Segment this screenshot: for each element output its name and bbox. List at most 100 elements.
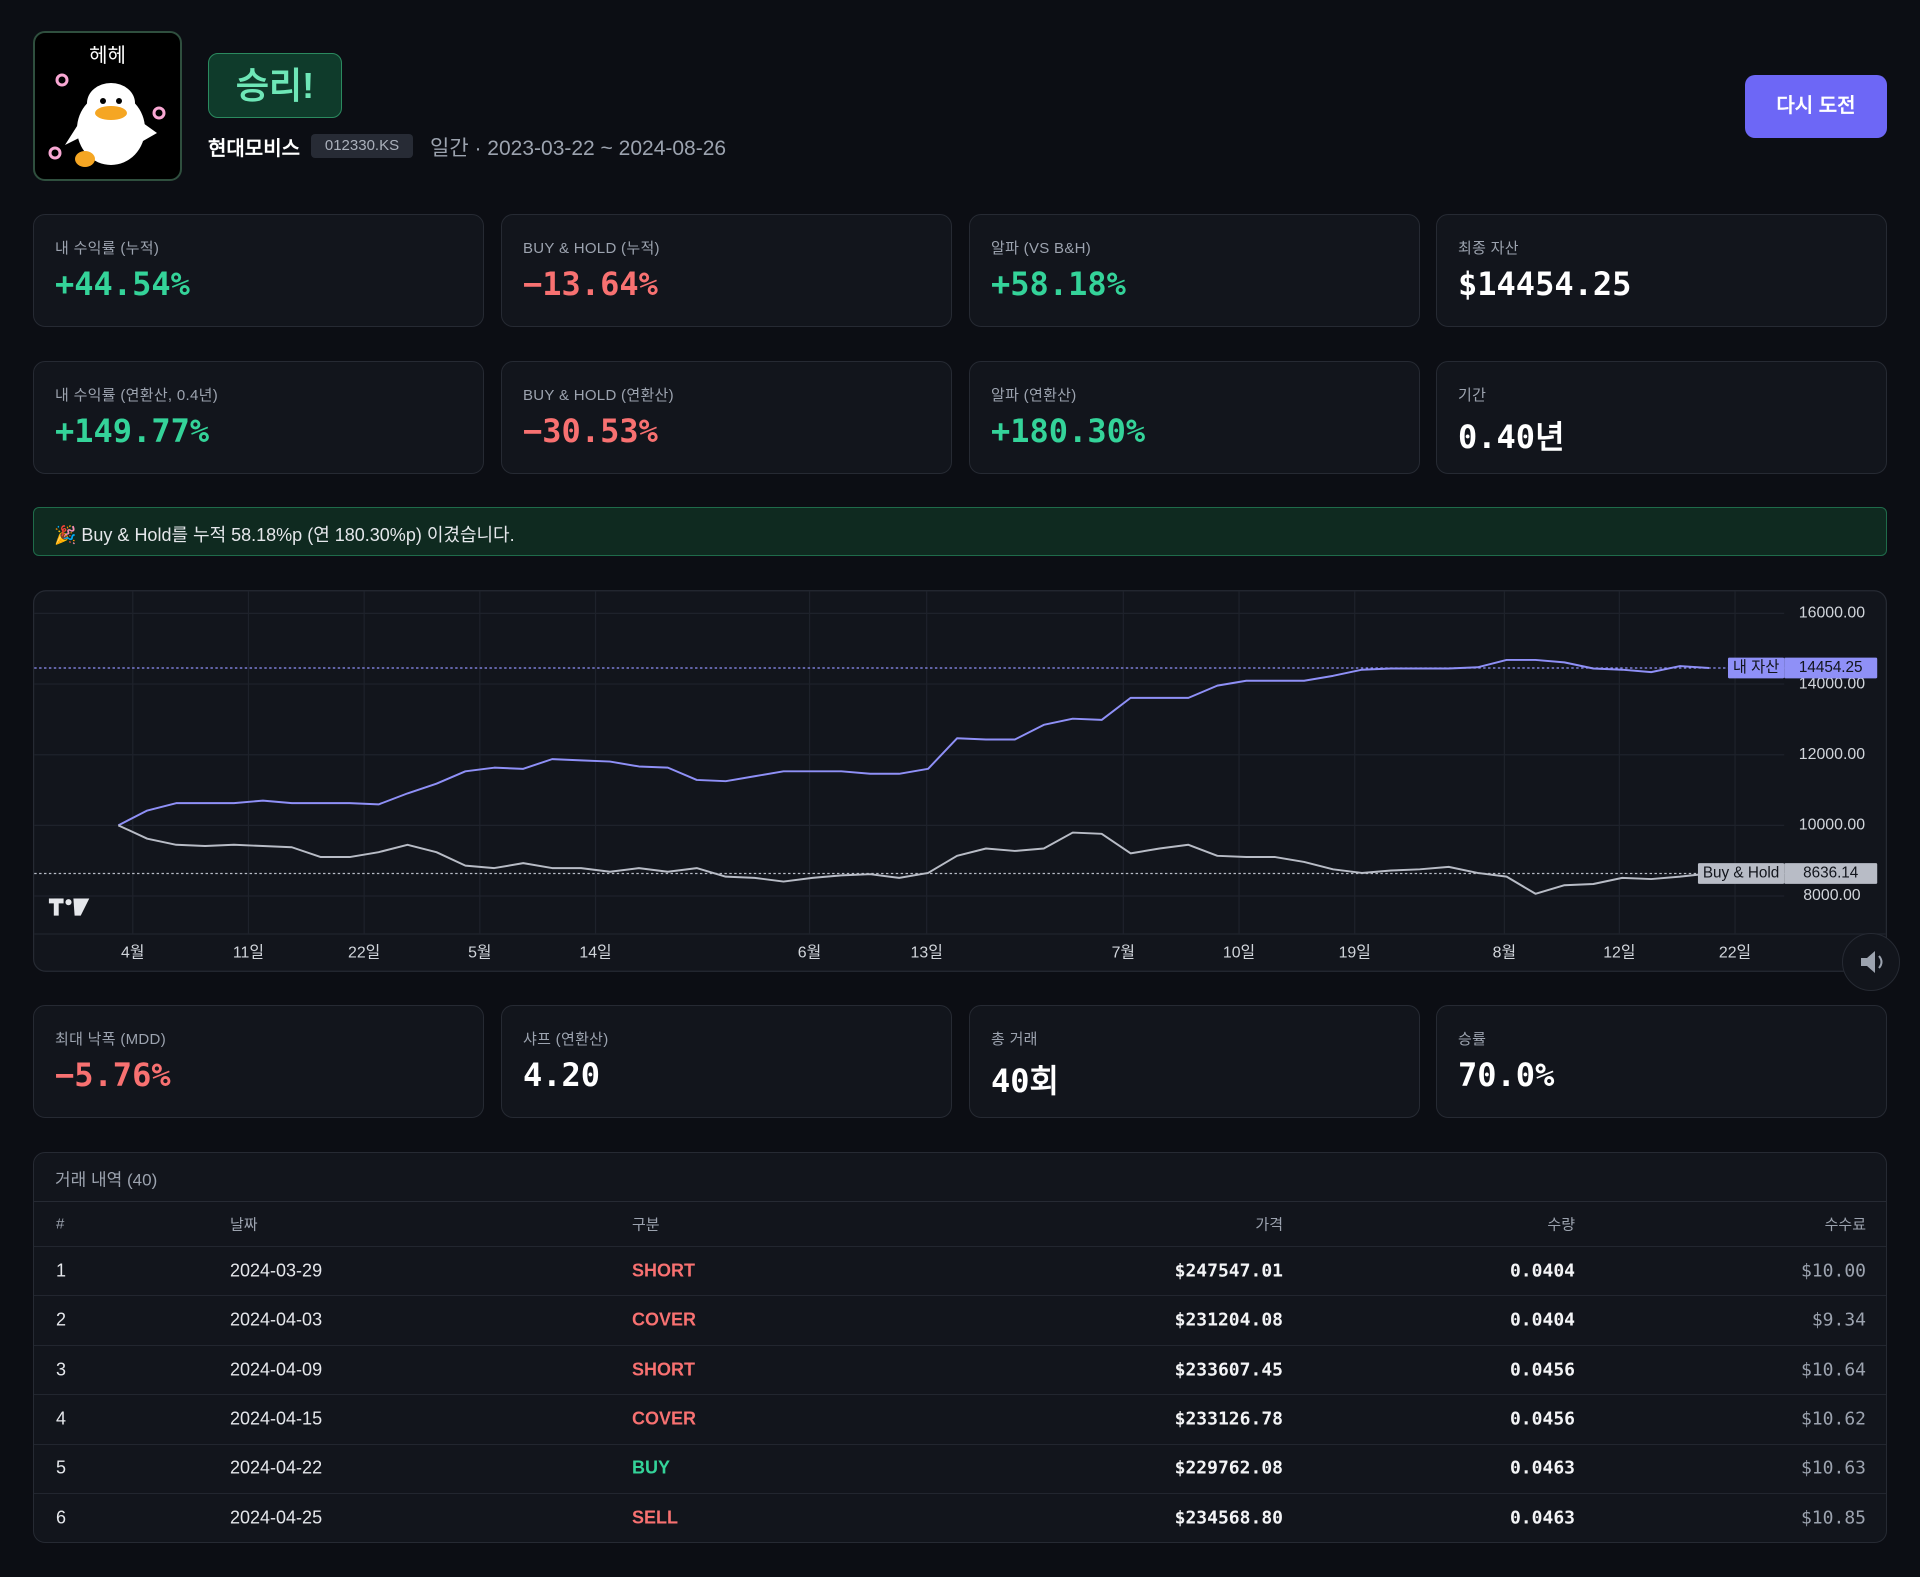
stat-value: +58.18%: [991, 265, 1126, 303]
table-cell: $10.85: [1800, 1507, 1866, 1529]
table-cell: 4: [56, 1408, 67, 1429]
table-cell: $9.34: [1811, 1309, 1866, 1331]
last-value-label: 14454.25: [1799, 659, 1863, 676]
stat-label: 최종 자산: [1458, 240, 1519, 257]
x-tick-label: 11일: [233, 944, 264, 962]
table-cell: 2024-04-22: [230, 1457, 323, 1478]
column-header: #: [56, 1215, 65, 1233]
stat-card: BUY & HOLD (누적) −13.64%: [501, 214, 952, 327]
stat-label: 알파 (연환산): [991, 387, 1077, 404]
stat-value: 4.20: [523, 1056, 601, 1094]
stat-value: 40회: [991, 1062, 1059, 1100]
table-cell: 0.0456: [1509, 1408, 1575, 1430]
stat-value: $14454.25: [1458, 265, 1632, 303]
avatar: 헤헤: [33, 31, 182, 181]
x-tick-label: 4월: [121, 944, 144, 962]
stat-label: BUY & HOLD (누적): [523, 240, 660, 257]
stat-label: 내 수익률 (연환산, 0.4년): [55, 387, 219, 404]
table-cell: SELL: [632, 1507, 679, 1528]
stat-value: +180.30%: [991, 412, 1146, 450]
table-cell: 0.0456: [1509, 1359, 1575, 1380]
stat-value: +149.77%: [55, 412, 210, 450]
series-name-box: [1727, 657, 1785, 679]
x-tick-label: 14일: [579, 944, 611, 962]
table-cell: COVER: [632, 1408, 697, 1429]
x-tick-label: 10일: [1223, 944, 1255, 962]
column-header: 가격: [1255, 1216, 1283, 1234]
table-cell: 2: [56, 1309, 67, 1330]
stock-name: 현대모비스: [208, 138, 300, 160]
column-header: 구분: [632, 1216, 660, 1234]
y-tick-label: 14000.00: [1799, 675, 1865, 692]
stat-card: 총 거래 40회: [969, 1005, 1420, 1118]
series-name: Buy & Hold: [1703, 865, 1779, 882]
stat-card: 알파 (연환산) +180.30%: [969, 361, 1420, 474]
table-cell: $10.00: [1800, 1260, 1866, 1282]
x-tick-label: 22일: [1719, 944, 1751, 962]
table-cell: $10.63: [1800, 1457, 1866, 1479]
table-cell: $10.62: [1800, 1408, 1866, 1430]
table-cell: BUY: [632, 1457, 671, 1478]
table-cell: 2024-04-15: [230, 1408, 323, 1429]
table-cell: 2024-04-25: [230, 1507, 323, 1528]
series-name-box: [1697, 863, 1785, 884]
y-tick-label: 10000.00: [1799, 817, 1865, 834]
stat-card: 샤프 (연환산) 4.20: [501, 1005, 952, 1118]
sound-icon: [1861, 951, 1883, 973]
retry-button[interactable]: 다시 도전: [1745, 75, 1887, 138]
table-cell: SHORT: [632, 1359, 695, 1379]
stat-label: 승률: [1458, 1031, 1487, 1048]
y-tick-label: 8000.00: [1803, 887, 1861, 904]
table-cell: 1: [56, 1260, 67, 1281]
stat-label: 샤프 (연환산): [523, 1031, 609, 1048]
trade-table: 거래 내역 (40) # 날짜 구분 가격 수량 수수료 1 2024-03-29 SHORT $2…: [33, 1152, 1887, 1543]
table-cell: COVER: [632, 1309, 697, 1330]
stat-label: 기간: [1458, 387, 1487, 404]
stat-label: 최대 낙폭 (MDD): [55, 1031, 166, 1048]
stat-card: 내 수익률 (연환산, 0.4년) +149.77%: [33, 361, 484, 474]
stat-card: BUY & HOLD (연환산) −30.53%: [501, 361, 952, 474]
stat-value: −13.64%: [523, 265, 658, 303]
x-tick-label: 6월: [798, 944, 821, 962]
chart: 4월 11일 22일 5월 14일 6월 13일 7월 10일 19일 8월 12일 22일 8000.0…: [33, 590, 1887, 972]
column-header: 수수료: [1824, 1216, 1866, 1234]
last-value-box: [1784, 863, 1878, 884]
table-cell: 5: [56, 1457, 67, 1478]
row-divider: [34, 1344, 1886, 1346]
table-title: 거래 내역 (40): [55, 1170, 158, 1190]
stat-label: 내 수익률 (누적): [55, 240, 160, 257]
stat-card: 최대 낙폭 (MDD) −5.76%: [33, 1005, 484, 1118]
y-tick-label: 16000.00: [1799, 605, 1865, 622]
y-tick-label: 12000.00: [1799, 746, 1865, 763]
tv-logo: [48, 898, 90, 916]
banner-text: 🎉 Buy & Hold를 누적 58.18%p (연 180.30%p) 이겼…: [54, 525, 515, 545]
avatar-art: [48, 73, 166, 167]
table-cell: 2024-04-09: [230, 1359, 323, 1379]
table-cell: 0.0463: [1509, 1457, 1575, 1479]
stat-value: 0.40년: [1458, 418, 1565, 456]
x-tick-label: 12일: [1603, 944, 1635, 962]
table-cell: 6: [56, 1507, 67, 1528]
x-tick-label: 13일: [911, 944, 943, 962]
result-badge: 승리!: [208, 53, 342, 118]
table-cell: 3: [56, 1359, 67, 1379]
column-header: 수량: [1547, 1216, 1575, 1234]
stat-value: +44.54%: [55, 265, 190, 303]
table-cell: $229762.08: [1174, 1457, 1283, 1479]
row-divider: [34, 1443, 1886, 1445]
series-line: [117, 658, 1710, 827]
x-tick-label: 7월: [1112, 944, 1135, 962]
sound-button[interactable]: [1842, 933, 1900, 991]
stat-label: 알파 (VS B&H): [991, 240, 1092, 257]
row-divider: [34, 1246, 1886, 1247]
stat-label: 총 거래: [991, 1031, 1038, 1048]
table-cell: $234568.80: [1174, 1507, 1283, 1529]
last-value-box: [1784, 657, 1878, 679]
stat-value: −30.53%: [523, 412, 658, 450]
series-line: [117, 824, 1710, 895]
ticker: 012330.KS: [311, 134, 413, 158]
table-cell: $247547.01: [1174, 1260, 1283, 1282]
last-value-label: 8636.14: [1803, 865, 1859, 882]
stat-card: 내 수익률 (누적) +44.54%: [33, 214, 484, 327]
chart-frame: [33, 590, 1887, 972]
